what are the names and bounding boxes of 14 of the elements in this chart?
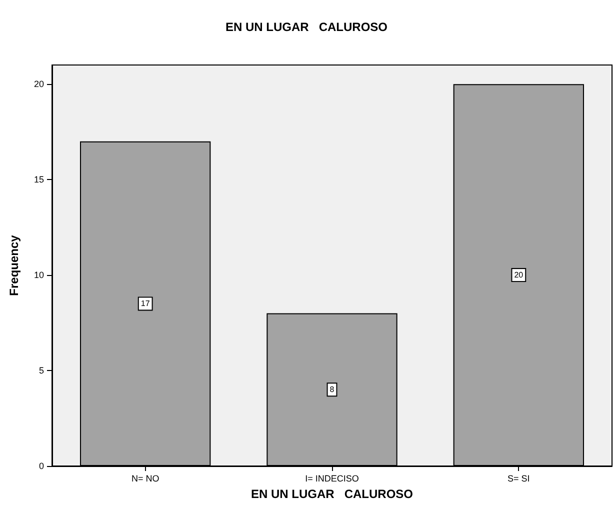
y-tick-label: 0 [38, 461, 44, 471]
x-tick-label: N= NO [131, 474, 160, 484]
data-label: 20 [514, 270, 524, 280]
x-axis-title: EN UN LUGAR CALUROSO [251, 487, 413, 501]
x-tick-label: S= SI [508, 474, 530, 484]
x-tick-label: I= INDECISO [305, 474, 359, 484]
y-tick-label: 10 [34, 270, 44, 280]
chart-title: EN UN LUGAR CALUROSO [226, 20, 388, 34]
y-axis-title: Frequency [7, 234, 21, 296]
y-tick-label: 20 [34, 79, 44, 90]
y-tick-label: 15 [34, 174, 44, 185]
data-label: 17 [140, 299, 150, 308]
data-label: 8 [330, 385, 335, 394]
y-tick-label: 5 [38, 366, 44, 376]
